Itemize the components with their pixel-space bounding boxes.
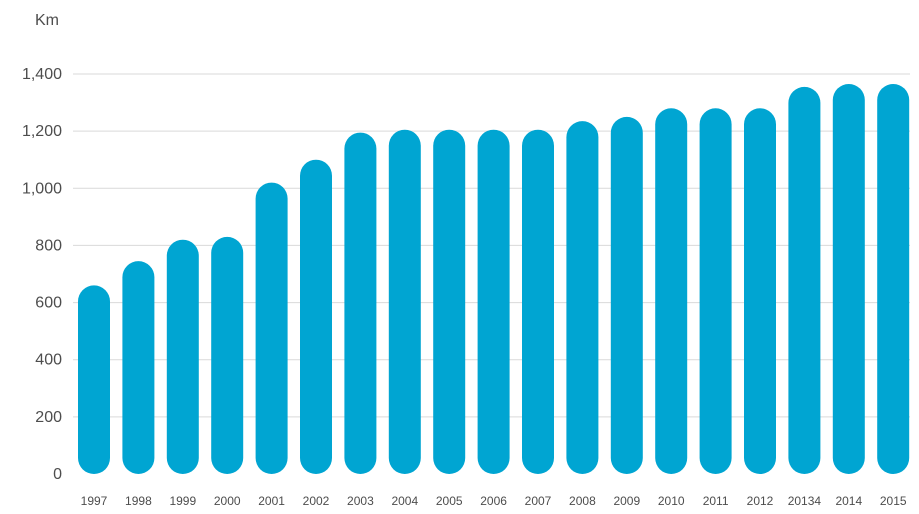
x-tick-label: 2007 [525,494,552,508]
x-tick-label: 2015 [880,494,907,508]
bars [78,84,910,475]
y-axis-title: Km [35,12,59,29]
bar-1998 [122,261,155,474]
bar-2008 [566,121,599,474]
bar-2009 [610,116,643,474]
x-tick-label: 2009 [613,494,640,508]
x-tick-label: 2001 [258,494,285,508]
bar-2000 [211,236,244,474]
y-tick-label: 400 [35,352,62,369]
x-tick-label: 2008 [569,494,596,508]
x-tick-label: 20134 [788,494,822,508]
bar-2006 [477,129,510,474]
x-tick-label: 2011 [703,494,729,508]
y-tick-label: 200 [35,409,62,426]
x-tick-label: 2000 [214,494,241,508]
x-tick-label: 2012 [747,494,774,508]
bar-2011 [699,108,732,475]
bar-2002 [300,159,332,474]
y-tick-label: 1,200 [22,123,62,140]
bar-1997 [78,285,110,474]
x-tick-label: 1999 [169,494,196,508]
x-tick-label: 2003 [347,494,374,508]
x-tick-label: 2002 [303,494,330,508]
x-tick-label: 1998 [125,494,152,508]
bar-2004 [388,129,421,474]
bar-2012 [744,108,776,475]
y-tick-label: 0 [53,466,62,483]
x-tick-label: 2014 [835,494,862,508]
y-tick-label: 600 [35,295,62,312]
y-axis-ticks: 0 200 400 600 800 1,000 1,200 1,400 [22,66,62,483]
y-tick-label: 1,000 [22,180,62,197]
x-axis-ticks: 1997 1998 1999 2000 2001 2002 2003 2004 2005 2006… [81,494,907,508]
bar-2007 [522,129,554,474]
bar-2001 [255,182,288,475]
y-tick-label: 800 [35,237,62,254]
bar-2014 [832,84,865,474]
bar-20134 [788,86,821,474]
x-tick-label: 2005 [436,494,463,508]
bar-2003 [344,132,377,475]
y-tick-label: 1,400 [22,66,62,83]
bar-2005 [433,129,466,474]
bar-2010 [655,108,688,475]
bar-1999 [166,239,199,474]
x-tick-label: 1997 [81,494,108,508]
x-tick-label: 2006 [480,494,507,508]
x-tick-label: 2010 [658,494,685,508]
bar-2015 [877,84,910,474]
x-tick-label: 2004 [391,494,418,508]
